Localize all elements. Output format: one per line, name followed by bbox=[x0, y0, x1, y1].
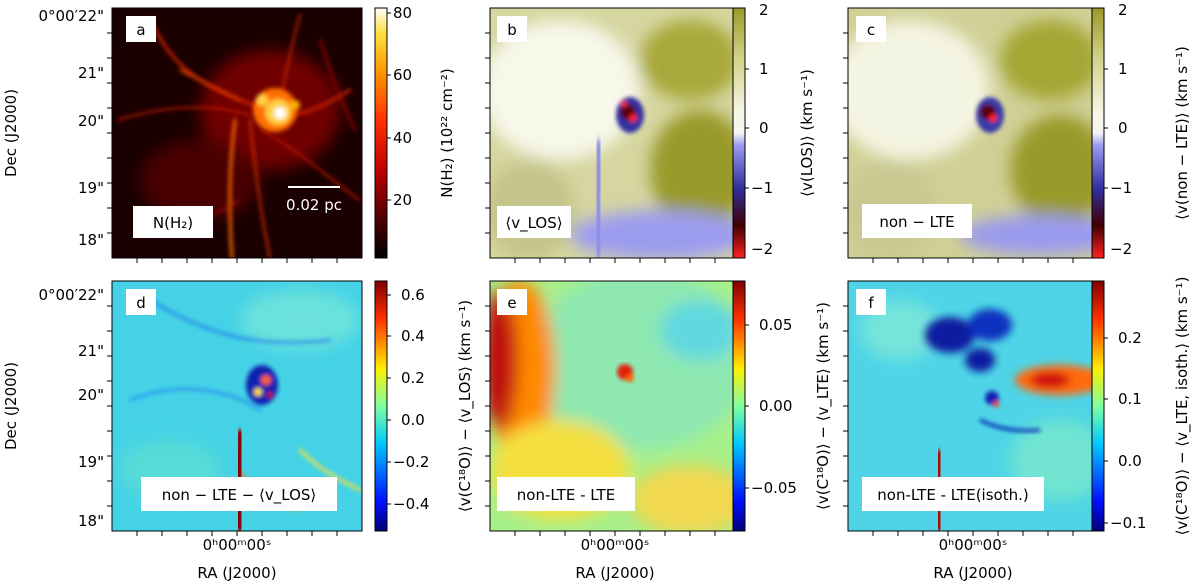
panel-f: f non-LTE - LTE(isoth.) −0.1 0.0 0.1 0.2… bbox=[847, 277, 1192, 536]
ytick-top-18: 18" bbox=[78, 231, 104, 249]
panel-b-letter: b bbox=[507, 21, 517, 39]
cbar-f-tick-00: 0.0 bbox=[1118, 452, 1142, 470]
colorbar-a-ticks: 20 40 60 80 bbox=[387, 4, 412, 209]
cbar-b-tick-1: 1 bbox=[759, 60, 769, 78]
cbar-b-tick-m2: −2 bbox=[751, 240, 773, 258]
panel-c-inset-label: non − LTE bbox=[879, 213, 954, 231]
ytick-top-19: 19" bbox=[78, 179, 104, 197]
cbar-d-tick-m04: −0.4 bbox=[393, 495, 429, 513]
ytick-bottom-20: 20" bbox=[78, 386, 104, 404]
panel-a-inset-box bbox=[133, 206, 213, 238]
scalebar-label: 0.02 pc bbox=[286, 196, 342, 214]
colorbar-e bbox=[732, 280, 746, 532]
panel-c: c non − LTE −2 −1 0 1 2 ⟨v(non − LTE)⟩ (… bbox=[847, 1, 1191, 259]
x-axis: 0ʰ00ᵐ00ˢ 0ʰ00ᵐ00ˢ 0ʰ00ᵐ00ˢ RA (J2000) RA… bbox=[197, 536, 1012, 582]
colorbar-b-ticks: −2 −1 0 1 2 bbox=[745, 1, 773, 258]
colorbar-a-label: N(H₂) (10²² cm⁻²) bbox=[438, 68, 456, 197]
cbar-b-tick-m1: −1 bbox=[751, 179, 773, 197]
panel-b-letter-box bbox=[497, 16, 527, 42]
panel-d-letter: d bbox=[136, 294, 146, 312]
cbar-f-tick-m01: −0.1 bbox=[1110, 514, 1146, 532]
cbar-e-tick-000: 0.00 bbox=[759, 397, 792, 415]
cbar-c-tick-2: 2 bbox=[1118, 1, 1128, 19]
cbar-d-tick-06: 0.6 bbox=[401, 286, 425, 304]
panel-c-inset-box bbox=[862, 204, 972, 238]
xtick-e: 0ʰ00ᵐ00ˢ bbox=[581, 536, 650, 554]
panel-a-letter-box bbox=[126, 16, 156, 42]
panel-f-inset-label: non-LTE - LTE(isoth.) bbox=[877, 486, 1028, 504]
colorbar-f bbox=[1091, 280, 1105, 532]
cbar-d-tick-00: 0.0 bbox=[401, 411, 425, 429]
axis-tickmarks bbox=[107, 32, 1074, 536]
ytick-top-20: 20" bbox=[78, 112, 104, 130]
cbar-e-tick-005: 0.05 bbox=[759, 316, 792, 334]
panel-e-inset-label: non-LTE - LTE bbox=[517, 486, 615, 504]
panel-d-letter-box bbox=[126, 289, 156, 315]
xtick-f: 0ʰ00ᵐ00ˢ bbox=[939, 536, 1008, 554]
colorbar-b-label: ⟨v(LOS)⟩ (km s⁻¹) bbox=[798, 69, 816, 197]
panel-c-letter: c bbox=[867, 21, 875, 39]
colorbar-c-ticks: −2 −1 0 1 2 bbox=[1104, 1, 1132, 258]
colorbar-c-label: ⟨v(non − LTE)⟩ (km s⁻¹) bbox=[1173, 46, 1191, 220]
xtick-d: 0ʰ00ᵐ00ˢ bbox=[203, 536, 272, 554]
ytick-bottom-19: 19" bbox=[78, 453, 104, 471]
cbar-c-tick-1: 1 bbox=[1118, 60, 1128, 78]
colorbar-c bbox=[1091, 7, 1105, 259]
panel-f-letter: f bbox=[868, 294, 874, 312]
panel-a: a N(H₂) 0.02 pc 20 40 60 80 N(H₂) (10²² … bbox=[111, 4, 456, 259]
panel-b: b ⟨v_LOS⟩ −2 −1 0 1 2 ⟨v(LOS)⟩ (km s⁻¹) bbox=[489, 1, 816, 259]
cbar-a-tick-60: 60 bbox=[393, 66, 412, 84]
panel-a-letter: a bbox=[136, 21, 145, 39]
cbar-e-tick-m005: −0.05 bbox=[751, 479, 797, 497]
cbar-c-tick-m1: −1 bbox=[1110, 179, 1132, 197]
cbar-f-tick-02: 0.2 bbox=[1118, 329, 1142, 347]
cbar-d-tick-m02: −0.2 bbox=[393, 453, 429, 471]
panel-a-inset-label: N(H₂) bbox=[153, 214, 193, 232]
panel-e-inset-box bbox=[497, 477, 635, 511]
y-axis-label-top: Dec (J2000) bbox=[2, 89, 20, 177]
cbar-d-tick-02: 0.2 bbox=[401, 369, 425, 387]
panel-f-inset-box bbox=[862, 477, 1044, 511]
cbar-f-tick-01: 0.1 bbox=[1118, 390, 1142, 408]
panel-d-inset-label: non − LTE − ⟨v_LOS⟩ bbox=[162, 486, 317, 505]
x-axis-label-e: RA (J2000) bbox=[575, 564, 654, 582]
panel-d-inset-box bbox=[141, 477, 337, 511]
ytick-top-22: 0°00′22" bbox=[38, 7, 104, 25]
cbar-b-tick-2: 2 bbox=[759, 1, 769, 19]
colorbar-e-ticks: −0.05 0.00 0.05 bbox=[745, 316, 797, 497]
cbar-c-tick-m2: −2 bbox=[1110, 240, 1132, 258]
panel-d: d non − LTE − ⟨v_LOS⟩ −0.4 −0.2 0.0 0.2 … bbox=[111, 280, 475, 532]
y-axis-label-bottom: Dec (J2000) bbox=[2, 362, 20, 450]
cbar-a-tick-20: 20 bbox=[393, 191, 412, 209]
colorbar-b bbox=[732, 7, 746, 259]
x-axis-label-d: RA (J2000) bbox=[197, 564, 276, 582]
x-axis-label-f: RA (J2000) bbox=[933, 564, 1012, 582]
cbar-a-tick-80: 80 bbox=[393, 4, 412, 22]
ytick-bottom-21: 21" bbox=[78, 342, 104, 360]
panel-b-inset-box bbox=[497, 206, 571, 238]
panel-e: e non-LTE - LTE −0.05 0.00 0.05 ⟨v(C¹⁸O)… bbox=[489, 280, 833, 532]
y-axis-top: 0°00′22" 21" 20" 19" 18" Dec (J2000) bbox=[2, 7, 104, 249]
colorbar-f-label: ⟨v(C¹⁸O)⟩ − ⟨v_LTE, isoth.⟩ (km s⁻¹) bbox=[1173, 277, 1192, 536]
ytick-bottom-22: 0°00′22" bbox=[38, 286, 104, 304]
cbar-b-tick-0: 0 bbox=[759, 119, 769, 137]
panel-c-letter-box bbox=[856, 16, 886, 42]
ytick-top-21: 21" bbox=[78, 64, 104, 82]
cbar-a-tick-40: 40 bbox=[393, 129, 412, 147]
panel-e-letter: e bbox=[507, 294, 516, 312]
ytick-bottom-18: 18" bbox=[78, 512, 104, 530]
y-axis-bottom: 0°00′22" 21" 20" 19" 18" Dec (J2000) bbox=[2, 286, 104, 530]
colorbar-d-label: ⟨v(C¹⁸O)⟩ − ⟨v_LOS⟩ (km s⁻¹) bbox=[456, 300, 475, 512]
panel-e-letter-box bbox=[497, 289, 527, 315]
cbar-c-tick-0: 0 bbox=[1118, 119, 1128, 137]
colorbar-f-ticks: −0.1 0.0 0.1 0.2 bbox=[1104, 329, 1146, 532]
colorbar-d bbox=[374, 280, 388, 532]
panel-f-letter-box bbox=[856, 289, 886, 315]
colorbar-e-label: ⟨v(C¹⁸O)⟩ − ⟨v_LTE⟩ (km s⁻¹) bbox=[814, 302, 833, 510]
panel-b-inset-label: ⟨v_LOS⟩ bbox=[505, 214, 562, 233]
colorbar-a bbox=[374, 7, 388, 259]
cbar-d-tick-04: 0.4 bbox=[401, 327, 425, 345]
colorbar-d-ticks: −0.4 −0.2 0.0 0.2 0.4 0.6 bbox=[387, 286, 429, 513]
